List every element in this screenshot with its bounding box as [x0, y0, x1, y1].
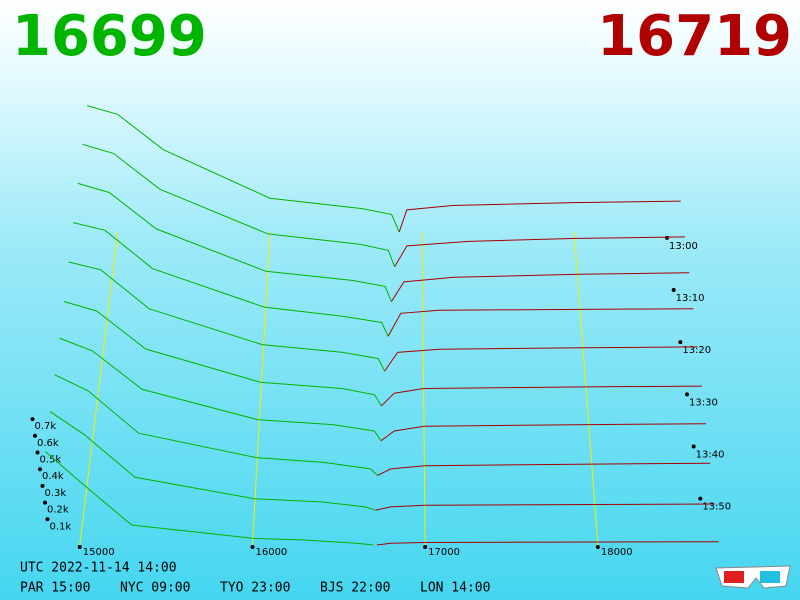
ask-depth-line: [394, 236, 686, 268]
bid-depth-line: [63, 301, 382, 407]
z-tick-mark: [45, 517, 50, 522]
grid-line: [251, 231, 271, 546]
tick-mark: [77, 545, 82, 549]
bid-depth-line: [44, 451, 374, 546]
ask-depth-line: [380, 423, 707, 442]
time-label: 13:10: [676, 293, 705, 304]
time-tick: [678, 340, 683, 345]
ask-price: 16719: [597, 4, 792, 69]
x-tick-label: 16000: [255, 547, 287, 558]
bid-depth-line: [68, 261, 386, 372]
ask-depth-line: [390, 272, 690, 302]
z-tick-mark: [35, 450, 40, 455]
z-tick-mark: [33, 433, 37, 438]
bid-depth-line: [73, 222, 389, 337]
bid-depth-line: [54, 374, 378, 476]
z-tick-label: 0.7k: [35, 421, 57, 432]
clock-label: NYC 09:00: [120, 581, 190, 596]
bid-depth-line: [49, 410, 376, 511]
time-label: 13:20: [682, 345, 711, 356]
tick-mark: [250, 545, 255, 549]
time-tick: [691, 444, 696, 449]
clock-label: BJS 22:00: [320, 581, 390, 596]
x-tick-label: 18000: [601, 547, 633, 558]
ask-depth-line: [384, 346, 698, 372]
z-tick-mark: [43, 500, 47, 505]
clock-label: PAR 15:00: [20, 581, 90, 596]
bid-depth-line: [82, 143, 396, 267]
clock-label: TYO 23:00: [220, 581, 290, 596]
tick-mark: [423, 545, 428, 549]
ask-depth-line: [376, 541, 719, 546]
clock-label: LON 14:00: [420, 581, 490, 596]
ask-depth-line: [387, 308, 694, 337]
grid-line: [573, 231, 599, 546]
z-tick-mark: [40, 483, 45, 488]
time-tick: [698, 496, 703, 501]
z-tick-label: 0.6k: [37, 438, 59, 449]
time-label: 13:50: [702, 502, 731, 513]
z-tick-label: 0.4k: [42, 471, 64, 482]
z-tick-label: 0.3k: [45, 488, 67, 499]
z-tick-mark: [38, 467, 42, 472]
bid-price: 16699: [12, 4, 207, 69]
time-tick: [665, 235, 669, 240]
time-label: 13:30: [689, 397, 718, 408]
x-tick-label: 17000: [428, 547, 460, 558]
bid-depth-line: [77, 182, 392, 302]
ask-depth-line: [380, 385, 702, 407]
ask-depth-line: [375, 503, 715, 511]
bid-depth-line: [87, 105, 400, 233]
tick-mark: [595, 545, 600, 549]
plot: 15000 16000 17000 18000 13:00 13:10 13:20 13:30…: [30, 105, 731, 558]
x-tick-label: 15000: [83, 547, 115, 558]
z-tick-label: 0.2k: [47, 505, 69, 516]
ask-depth-line: [377, 462, 711, 476]
z-tick-label: 0.1k: [50, 521, 72, 532]
time-label: 13:40: [696, 449, 725, 460]
time-tick: [671, 287, 676, 292]
z-tick-mark: [30, 417, 35, 422]
time-label: 13:00: [669, 241, 698, 252]
time-tick: [685, 392, 689, 397]
utc-time: UTC 2022-11-14 14:00: [20, 561, 177, 576]
bid-depth-line: [59, 337, 382, 441]
grid-line: [79, 231, 119, 546]
ask-depth-line: [398, 200, 681, 233]
glasses-icon: [715, 565, 791, 589]
z-tick-label: 0.5k: [40, 455, 62, 466]
